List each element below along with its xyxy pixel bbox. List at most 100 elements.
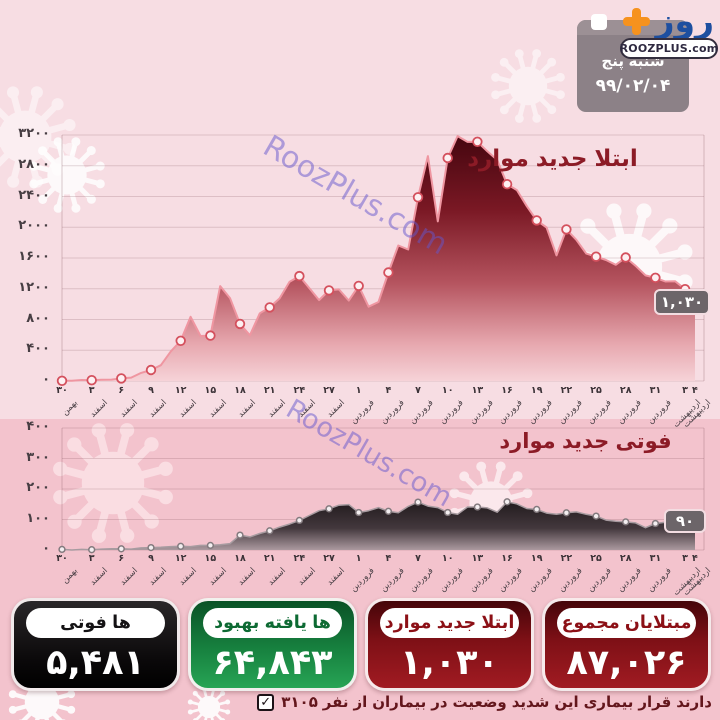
x-tick: ۳ اسفند: [77, 385, 110, 420]
footer-note-text: ۳۱۰۵ نفر از بیماران در وضعیت شدید این بیماری قرار…: [281, 693, 712, 711]
data-point-marker: [472, 136, 483, 148]
x-tick: ۱۰ فروردین: [433, 385, 466, 426]
footer-note: ✓ ۳۱۰۵ نفر از بیماران در وضعیت شدید این بیماری قر…: [257, 693, 712, 711]
x-tick-day: ۲۲: [560, 385, 573, 396]
y-tick-label: ۲۰۰: [26, 480, 50, 495]
x-tick-day: ۲۴: [293, 385, 306, 396]
cases-chart-title: موارد جدید ابتلا: [425, 146, 680, 172]
x-tick-day: ۱۶: [501, 385, 513, 396]
stat-box-total-cases: مجموع مبتلایان ۸۷,۰۲۶: [542, 598, 711, 691]
data-point-marker: [384, 507, 393, 515]
x-tick: ۷ فروردین: [403, 553, 436, 594]
y-tick-label: ۸۰۰: [26, 310, 50, 326]
x-tick: ۶ اسفند: [106, 385, 140, 420]
data-point-marker: [590, 251, 602, 262]
x-tick: ۲۲ فروردین: [551, 553, 584, 594]
y-tick-label: ۲۰۰۰: [18, 218, 50, 234]
x-tick: ۴ فروردین: [373, 385, 406, 426]
word: ها: [312, 613, 331, 633]
data-point-marker: [266, 527, 274, 535]
word: مجموع: [561, 613, 620, 633]
x-tick-day: ۹: [148, 385, 154, 396]
x-tick-day: ۴: [692, 553, 698, 564]
x-tick-day: ۲۱: [263, 385, 276, 396]
data-point-marker: [295, 516, 304, 525]
word: قرار: [638, 693, 672, 711]
data-point-marker: [353, 280, 364, 292]
word: شدید: [511, 693, 550, 711]
data-point-marker: [294, 270, 305, 282]
x-tick-day: ۷: [415, 385, 421, 396]
data-point-marker: [592, 512, 600, 520]
x-tick-day: ۱۳: [471, 553, 484, 564]
cases-area-chart: [56, 134, 705, 387]
date-value: ۹۹/۰۲/۰۴: [595, 76, 671, 96]
x-tick: ۲۷ اسفند: [314, 385, 347, 420]
y-tick-label: ۰: [42, 541, 50, 556]
word: ابتلا: [481, 613, 515, 633]
x-tick-day: ۴: [385, 385, 392, 396]
x-tick-day: ۳۱: [649, 385, 662, 396]
x-tick: ۱۶ فروردین: [492, 385, 525, 426]
stat-label: موارد جدید ابتلا: [385, 613, 515, 633]
x-tick-day: ۱۸: [234, 385, 246, 396]
x-tick: ۲۲ فروردین: [551, 385, 584, 426]
x-tick-day: ۲۵: [590, 385, 602, 396]
data-point-marker: [116, 373, 127, 384]
word: ابتلا: [594, 146, 638, 172]
data-point-marker: [175, 335, 186, 347]
x-tick-day: ۶: [118, 385, 125, 396]
x-tick-day: ۱۸: [234, 553, 246, 564]
data-point-marker: [234, 318, 246, 330]
x-tick: ۳ اردیبهشت: [670, 553, 703, 598]
x-tick: ۲۱ اسفند: [255, 385, 288, 420]
y-tick-label: ۰: [42, 372, 50, 387]
x-tick-day: ۳۱: [649, 553, 662, 564]
x-tick-month: اسفند: [147, 398, 170, 420]
x-tick: ۱۶ فروردین: [492, 553, 525, 594]
word: پنج: [601, 52, 624, 70]
x-tick-day: ۳۰: [56, 385, 68, 396]
x-tick-month: اسفند: [236, 398, 259, 420]
x-tick-month: اسفند: [117, 398, 140, 420]
data-point-marker: [355, 508, 363, 517]
stat-label-pill: موارد جدید ابتلا: [380, 608, 519, 638]
x-tick: ۲۸ فروردین: [611, 385, 644, 426]
data-point-marker: [205, 330, 216, 341]
x-tick-day: ۳: [682, 385, 688, 396]
x-tick: ۲۴ اسفند: [284, 553, 318, 588]
x-tick-month: بهمن: [60, 398, 81, 418]
deaths-area-chart: [58, 427, 705, 554]
site-url-badge[interactable]: ROOZPLUS.com: [620, 38, 718, 59]
y-tick-label: ۳۲۰۰: [18, 126, 50, 141]
virus-icon: [491, 49, 565, 123]
stat-label-pill: بهبود یافته ها: [203, 608, 342, 638]
x-tick: ۶ اسفند: [106, 553, 140, 588]
word: از: [353, 693, 368, 711]
data-point-marker: [264, 302, 275, 313]
x-tick-day: ۲۸: [619, 553, 632, 564]
x-tick-day: ۱: [355, 553, 362, 564]
x-tick: ۱۹ فروردین: [522, 553, 555, 594]
x-tick-day: ۱۲: [174, 553, 187, 564]
stat-label-pill: مجموع مبتلایان: [557, 608, 696, 638]
data-point-marker: [147, 543, 155, 552]
roozplus-logo[interactable]: روز: [623, 4, 714, 37]
x-tick-day: ۴: [692, 385, 698, 396]
stat-label-pill: فوتی ها: [26, 608, 165, 638]
data-point-marker: [473, 503, 482, 511]
word: مبتلایان: [624, 613, 692, 633]
data-point-marker: [412, 192, 424, 203]
x-tick: ۱۵ اسفند: [195, 553, 229, 588]
stat-box-new-cases: موارد جدید ابتلا ۱,۰۳۰: [365, 598, 534, 691]
x-tick-day: ۱۰: [441, 553, 454, 564]
x-tick: ۱۳ فروردین: [462, 385, 495, 426]
chart-area: [62, 501, 695, 550]
x-tick-month: اسفند: [176, 398, 199, 420]
data-point-marker: [206, 541, 215, 550]
x-tick: ۱ فروردین: [344, 553, 377, 594]
data-point-marker: [414, 498, 422, 506]
data-point-marker: [117, 545, 125, 553]
word: موارد: [467, 146, 529, 172]
x-tick-day: ۴: [385, 553, 392, 564]
